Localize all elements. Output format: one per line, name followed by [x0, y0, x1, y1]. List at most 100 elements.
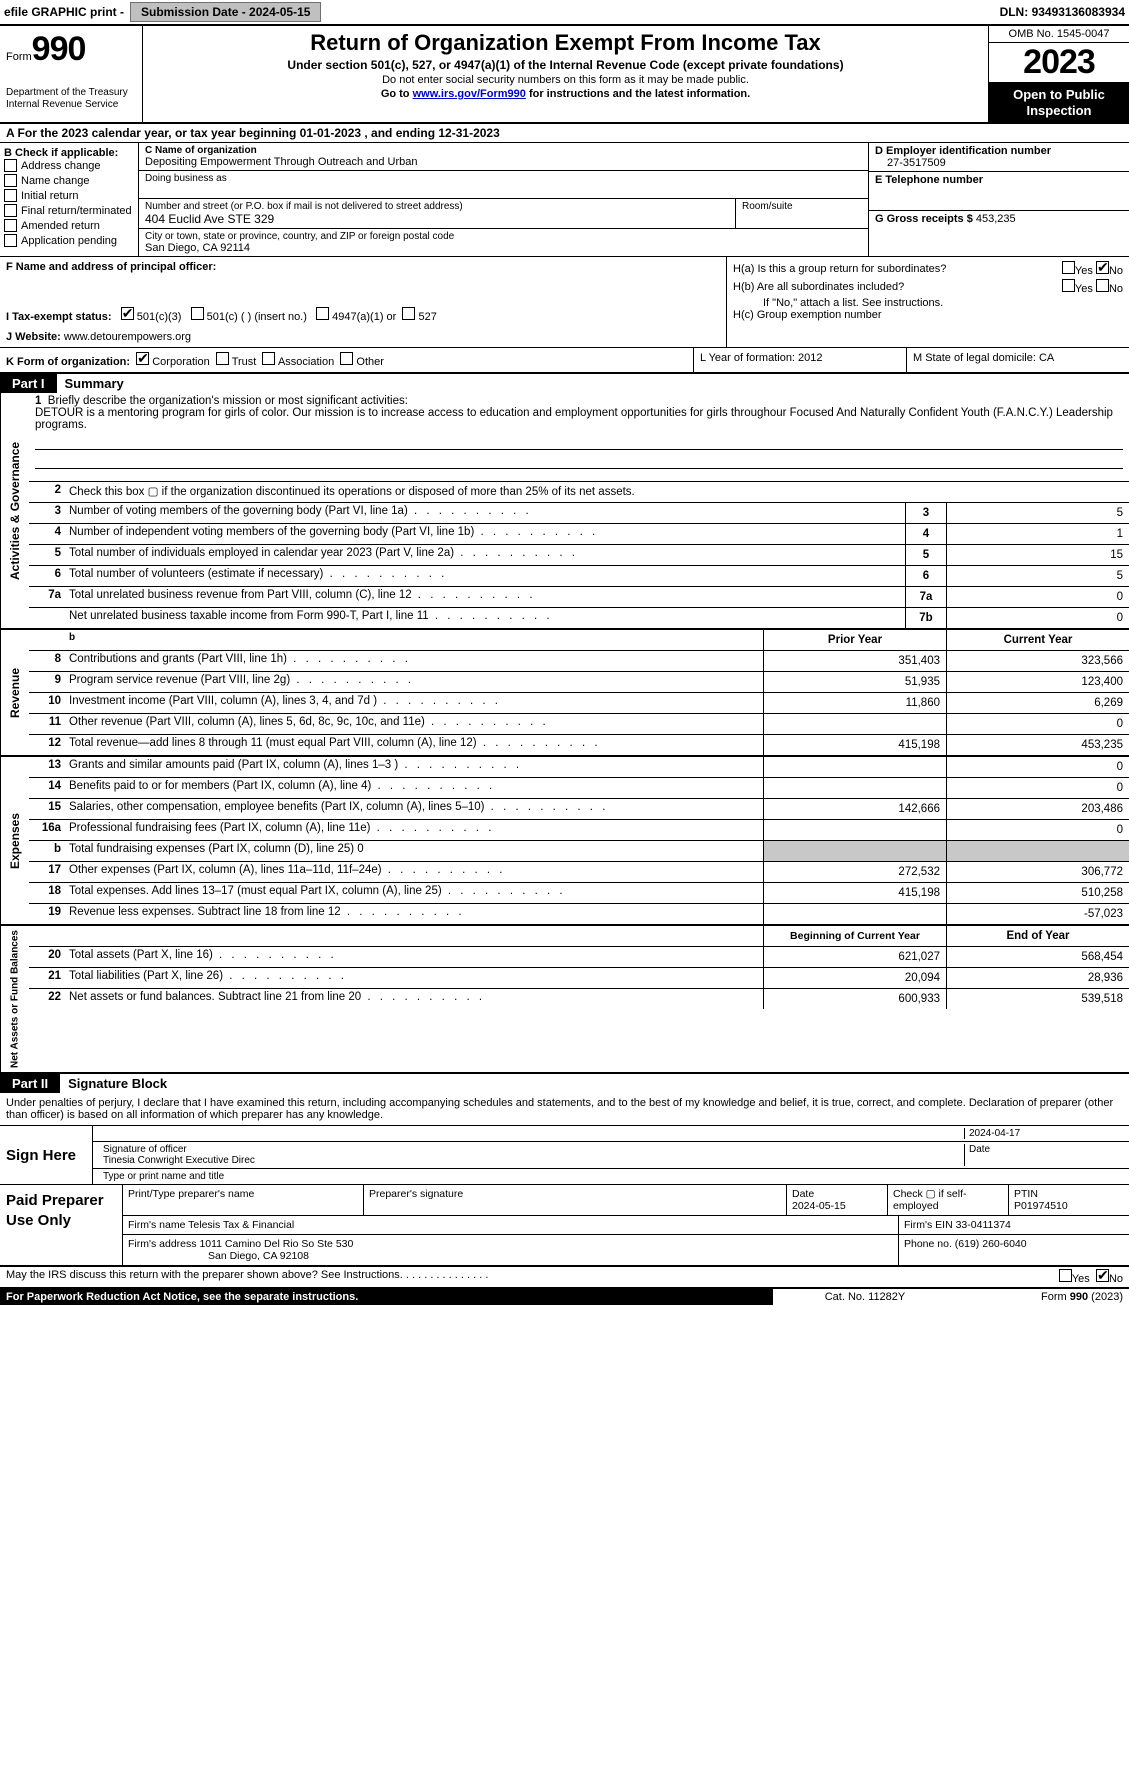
perjury-text: Under penalties of perjury, I declare th… [0, 1093, 1129, 1126]
officer-name: Tinesia Conwright Executive Direc [103, 1155, 960, 1166]
box-de: D Employer identification number 27-3517… [869, 143, 1129, 256]
checkbox-initial-return[interactable] [4, 189, 17, 202]
discuss-row: May the IRS discuss this return with the… [0, 1267, 1129, 1288]
expense-row: bTotal fundraising expenses (Part IX, co… [29, 841, 1129, 862]
gov-row: 6Total number of volunteers (estimate if… [29, 566, 1129, 587]
irs-link[interactable]: www.irs.gov/Form990 [413, 88, 526, 100]
checkbox-501c3[interactable] [121, 307, 134, 320]
part1-title: Summary [57, 374, 1129, 393]
footer-left: For Paperwork Reduction Act Notice, see … [0, 1289, 773, 1305]
part1-header: Part I Summary [0, 374, 1129, 393]
checkbox-hb-no[interactable] [1096, 279, 1109, 292]
revenue-row: 8Contributions and grants (Part VIII, li… [29, 651, 1129, 672]
checkbox-527[interactable] [402, 307, 415, 320]
row-a-tax-year: A For the 2023 calendar year, or tax yea… [0, 124, 1129, 143]
website: www.detourempowers.org [64, 331, 191, 343]
header-right: OMB No. 1545-0047 2023 Open to Public In… [988, 26, 1129, 122]
prior-year-header: Prior Year [763, 630, 946, 650]
checkbox-trust[interactable] [216, 352, 229, 365]
checkbox-amended[interactable] [4, 219, 17, 232]
box-b-title: B Check if applicable: [4, 147, 134, 159]
city: San Diego, CA 92114 [145, 242, 862, 254]
gov-row: 2Check this box ▢ if the organization di… [29, 482, 1129, 503]
firm-city: San Diego, CA 92108 [128, 1250, 309, 1262]
checkbox-final-return[interactable] [4, 204, 17, 217]
expense-row: 18Total expenses. Add lines 13–17 (must … [29, 883, 1129, 904]
gross-receipts-label: G Gross receipts $ [875, 213, 976, 225]
checkbox-4947[interactable] [316, 307, 329, 320]
checkbox-discuss-yes[interactable] [1059, 1269, 1072, 1282]
checkbox-corp[interactable] [136, 352, 149, 365]
checkbox-app-pending[interactable] [4, 234, 17, 247]
checkbox-other[interactable] [340, 352, 353, 365]
checkbox-assoc[interactable] [262, 352, 275, 365]
checkbox-hb-yes[interactable] [1062, 279, 1075, 292]
expense-row: 14Benefits paid to or for members (Part … [29, 778, 1129, 799]
gov-row: 3Number of voting members of the governi… [29, 503, 1129, 524]
row-l: L Year of formation: 2012 [694, 348, 907, 372]
firm-name: Telesis Tax & Financial [188, 1219, 294, 1231]
officer-label: F Name and address of principal officer: [6, 261, 216, 273]
gov-row: 5Total number of individuals employed in… [29, 545, 1129, 566]
revenue-row: 11Other revenue (Part VIII, column (A), … [29, 714, 1129, 735]
revenue-row: 9Program service revenue (Part VIII, lin… [29, 672, 1129, 693]
part2-label: Part II [0, 1074, 60, 1093]
box-c: C Name of organization Depositing Empowe… [139, 143, 869, 256]
expense-row: 17Other expenses (Part IX, column (A), l… [29, 862, 1129, 883]
paid-preparer-row: Paid Preparer Use Only Print/Type prepar… [0, 1185, 1129, 1267]
mission-block: 1 Briefly describe the organization's mi… [29, 393, 1129, 482]
vtab-governance: Activities & Governance [0, 393, 29, 628]
current-year-header: Current Year [946, 630, 1129, 650]
block-bcde: B Check if applicable: Address change Na… [0, 143, 1129, 257]
gov-row: 7aTotal unrelated business revenue from … [29, 587, 1129, 608]
mission-text: DETOUR is a mentoring program for girls … [35, 407, 1113, 431]
ptin: P01974510 [1014, 1200, 1068, 1212]
expense-row: 16aProfessional fundraising fees (Part I… [29, 820, 1129, 841]
sign-here-row: Sign Here 2024-04-17 Signature of office… [0, 1126, 1129, 1185]
checkbox-ha-no[interactable] [1096, 261, 1109, 274]
firm-ein: 33-0411374 [956, 1219, 1011, 1231]
footer-mid: Cat. No. 11282Y [773, 1289, 957, 1305]
sign-here-label: Sign Here [0, 1126, 93, 1184]
net-row: 22Net assets or fund balances. Subtract … [29, 989, 1129, 1009]
end-year-header: End of Year [946, 926, 1129, 946]
firm-phone: (619) 260-6040 [955, 1238, 1027, 1250]
expense-row: 19Revenue less expenses. Subtract line 1… [29, 904, 1129, 924]
net-row: 20Total assets (Part X, line 16)621,0275… [29, 947, 1129, 968]
part2-header: Part II Signature Block [0, 1074, 1129, 1093]
sign-date: 2024-04-17 [965, 1128, 1123, 1139]
h-b: H(b) Are all subordinates included? [733, 281, 904, 293]
vtab-net: Net Assets or Fund Balances [0, 926, 29, 1072]
section-net-assets: Net Assets or Fund Balances Beginning of… [0, 926, 1129, 1074]
form-header: Form990 Department of the Treasury Inter… [0, 26, 1129, 124]
part1-label: Part I [0, 374, 57, 393]
header-center: Return of Organization Exempt From Incom… [143, 26, 988, 122]
submission-date-button[interactable]: Submission Date - 2024-05-15 [130, 2, 321, 22]
prep-sig-label: Preparer's signature [364, 1185, 787, 1215]
footer-right: Form 990 (2023) [957, 1289, 1129, 1305]
goto-link-row: Go to www.irs.gov/Form990 for instructio… [149, 88, 982, 100]
checkbox-name-change[interactable] [4, 174, 17, 187]
col-fij: F Name and address of principal officer:… [0, 257, 727, 347]
row-m: M State of legal domicile: CA [907, 348, 1129, 372]
revenue-row: 10Investment income (Part VIII, column (… [29, 693, 1129, 714]
efile-label: efile GRAPHIC print - [4, 5, 124, 19]
net-row: 21Total liabilities (Part X, line 26)20,… [29, 968, 1129, 989]
omb-number: OMB No. 1545-0047 [989, 26, 1129, 43]
checkbox-discuss-no[interactable] [1096, 1269, 1109, 1282]
checkbox-501c[interactable] [191, 307, 204, 320]
addr-label: Number and street (or P.O. box if mail i… [145, 201, 729, 212]
net-header: Beginning of Current Year End of Year [29, 926, 1129, 947]
dba-label: Doing business as [145, 173, 862, 184]
addr: 404 Euclid Ave STE 329 [145, 212, 729, 226]
h-a: H(a) Is this a group return for subordin… [733, 263, 946, 275]
form-title: Return of Organization Exempt From Incom… [149, 30, 982, 56]
website-label: J Website: [6, 331, 64, 343]
room-label: Room/suite [742, 201, 862, 212]
row-klm: K Form of organization: Corporation Trus… [0, 348, 1129, 374]
type-name-label: Type or print name and title [99, 1171, 1123, 1182]
checkbox-addr-change[interactable] [4, 159, 17, 172]
checkbox-ha-yes[interactable] [1062, 261, 1075, 274]
open-to-public: Open to Public Inspection [989, 83, 1129, 122]
gov-row: 4Number of independent voting members of… [29, 524, 1129, 545]
